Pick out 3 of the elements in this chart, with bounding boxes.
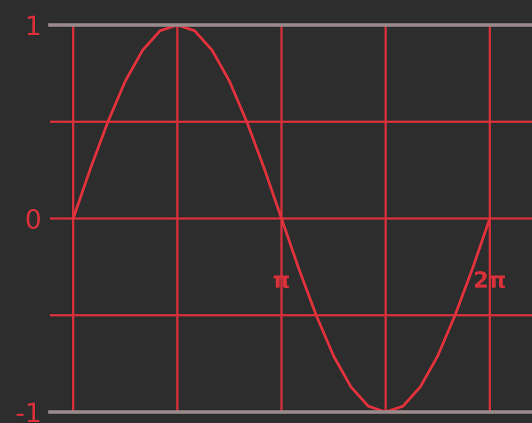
- y-tick-label: 0: [26, 208, 40, 229]
- y-tick-label: 1: [28, 16, 40, 36]
- y-tick-label: -1: [16, 402, 40, 422]
